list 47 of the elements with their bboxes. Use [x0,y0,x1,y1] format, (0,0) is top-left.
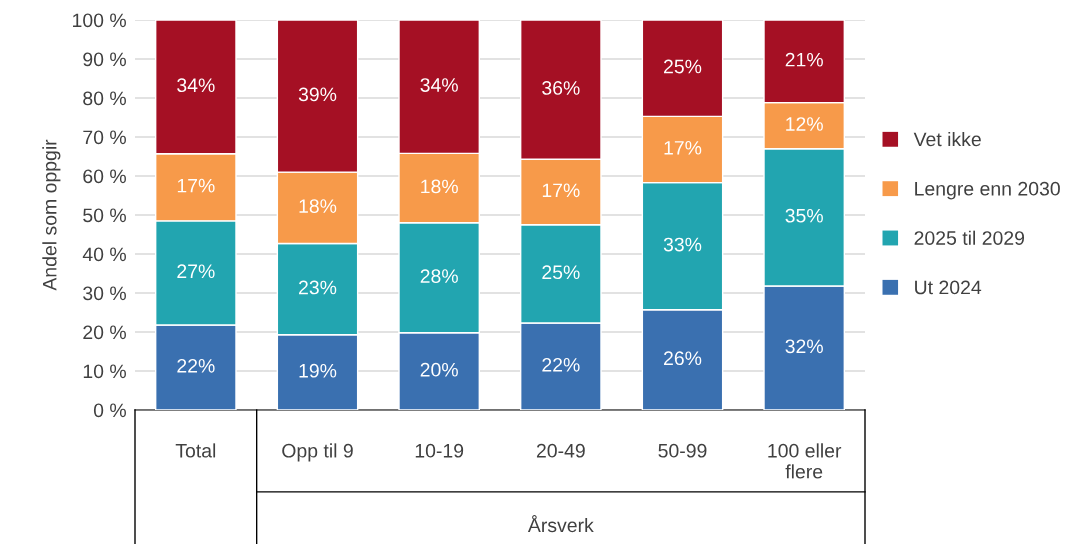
x-tick-label: Opp til 9 [282,443,353,462]
x-tick-label: 100 eller flere [768,443,842,479]
data-label: 17% [542,183,580,198]
data-label: 25% [542,265,580,280]
y-tick-label: 80 % [83,91,126,106]
x-tick-label: 10-19 [415,443,464,458]
y-tick-label: 70 % [83,130,126,145]
data-label: 34% [177,78,215,93]
y-tick-label: 30 % [83,286,126,301]
y-tick-label: 40 % [82,247,126,262]
data-label: 39% [298,87,337,102]
data-label: 28% [420,269,458,284]
data-label: 22% [542,357,580,372]
y-tick-label: 0 % [93,403,126,418]
data-label: 17% [177,178,215,193]
data-label: 34% [420,78,458,92]
legend-label: Lengre enn 2030 [915,181,1060,200]
legend-label: 2025 til 2029 [914,230,1025,245]
data-label: 20% [420,362,458,377]
x-tick-label: 50-99 [658,443,707,458]
y-tick-label: 90 % [83,52,126,67]
data-label: 33% [663,237,702,252]
data-label: 35% [785,208,823,223]
data-label: 27% [177,264,215,279]
data-label: 18% [421,179,458,194]
legend-label: Ut 2024 [915,280,982,295]
data-label: 23% [299,280,337,295]
x-tick-label: Total [175,443,216,458]
data-label: 12% [786,117,823,131]
y-tick-label: 20 % [83,325,126,340]
y-tick-label: 100 % [73,13,126,28]
data-label: 32% [785,339,823,354]
data-label: 18% [299,199,337,213]
y-axis-title: Andel som oppgir [42,139,61,291]
y-tick-label: 60 % [83,169,126,184]
legend-label: Vet ikke [913,131,981,147]
x-tick-label: 20-49 [536,443,585,458]
data-label: 22% [177,358,215,373]
data-label: 21% [785,52,823,67]
y-tick-label: 10 % [83,364,126,379]
y-tick-label: 50 % [83,208,126,223]
data-label: 17% [664,141,702,155]
data-label: 36% [542,81,580,95]
x-axis-title: Årsverk [527,514,594,533]
data-label: 19% [299,363,337,378]
data-label: 25% [664,59,702,74]
data-label: 26% [664,351,702,366]
